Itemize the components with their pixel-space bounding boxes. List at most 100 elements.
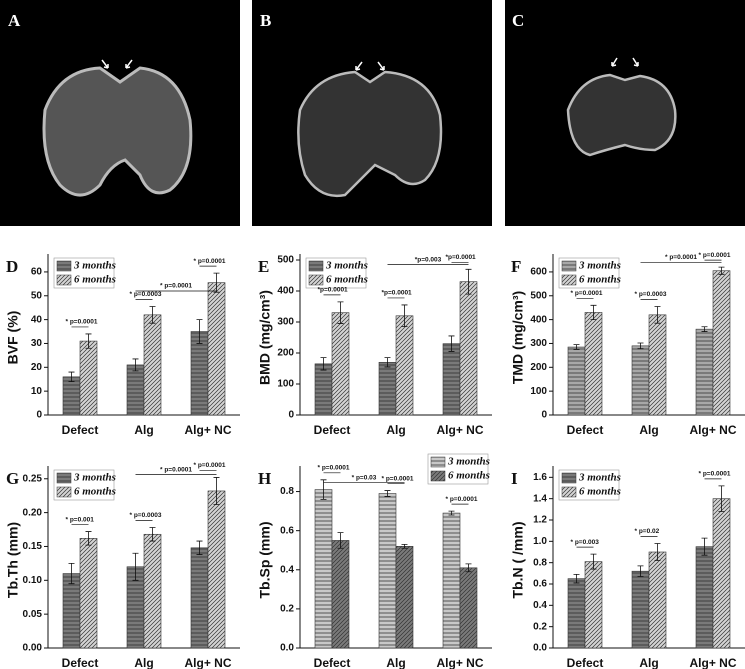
bar [459,567,478,649]
bar [331,540,350,649]
bar [695,328,714,416]
error-bar [637,565,644,577]
significance-label: *p=0.003 [415,256,442,263]
error-bar [573,574,580,584]
error-bar [149,306,156,324]
x-tick-label: Alg [134,423,153,437]
error-bar [718,266,725,275]
bar [695,546,714,649]
y-tick-label: 0.05 [23,609,43,620]
bar [567,346,586,416]
y-axis-label: BMD (mg/cm³) [257,290,273,385]
y-tick-label: 0.0 [280,643,294,654]
bar [331,312,350,416]
error-bar [85,333,92,349]
error-bar [320,479,327,500]
bar [648,314,667,416]
legend-label: 6 months [579,274,621,286]
y-tick-label: 600 [530,267,547,278]
significance-label: * p=0.0001 [160,466,192,473]
y-tick-label: 40 [31,314,43,325]
bar [459,281,478,416]
significance-label: * p=0.0001 [66,319,98,326]
y-tick-label: 500 [277,255,294,266]
significance-label: * p=0.02 [635,528,660,535]
y-tick-label: 30 [31,338,43,349]
significance-label: * p=0.003 [571,539,600,546]
chart-I: I Tb.N ( /mm) 0.0 0.2 0.4 0.6 0.8 1.0 1.2 1.4 1.6 D… [510,466,745,669]
legend-label: 6 months [74,486,116,498]
error-bar [213,477,220,505]
y-tick-label: 500 [530,290,547,301]
significance-label: * p=0.03 [352,474,377,481]
error-bar [68,371,75,383]
significance-label: * p=0.0001 [382,475,414,482]
significance-label: * p=0.0001 [318,465,350,472]
bar [584,312,603,416]
significance-label: * p=0.0001 [194,258,226,265]
x-tick-label: Alg [639,423,658,437]
bar [648,551,667,649]
significance-label: * p=0.0001 [665,254,697,261]
y-tick-label: 0.8 [533,557,547,568]
bone-section [566,73,677,157]
y-tick-label: 50 [31,290,43,301]
y-tick-label: 0 [288,410,294,421]
bar [79,340,98,416]
chart-E: E BMD (mg/cm³) 0 100 200 300 400 500 Defect Alg Al… [257,254,492,437]
error-bar [465,563,472,573]
x-tick-label: Defect [567,656,604,669]
y-axis-label: TMD (mg/cm³) [510,291,526,384]
y-tick-label: 0.2 [280,604,294,615]
error-bar [654,306,661,324]
y-tick-label: 0.20 [23,507,43,518]
x-tick-label: Defect [62,656,99,669]
significance-label: *p=0.0001 [382,290,413,297]
error-bar [337,301,344,324]
error-bar [637,342,644,350]
y-tick-label: 300 [277,317,294,328]
error-bar [401,304,408,328]
error-bar [149,527,156,542]
bar [712,498,731,649]
error-bar [701,326,708,332]
error-bar [85,531,92,546]
y-tick-label: 60 [31,267,43,278]
x-tick-label: Defect [62,423,99,437]
x-tick-label: Alg [386,656,405,669]
error-bar [654,543,661,561]
x-tick-label: Alg [386,423,405,437]
image-label: C [512,11,524,30]
bar [631,345,650,416]
significance-label: * p=0.0001 [571,290,603,297]
bar [442,512,461,649]
image-label: A [8,11,21,30]
arrows [101,59,133,69]
x-tick-label: Defect [314,656,351,669]
bar [143,314,162,416]
y-tick-label: 1.4 [533,493,547,504]
y-tick-label: 20 [31,362,43,373]
panel-label: F [511,257,521,276]
y-axis-label: Tb.Sp (mm) [257,522,273,599]
chart-G: G Tb.Th (mm) 0.00 0.05 0.10 0.15 0.20 0.25 Defec… [5,462,240,669]
image-panel: B [252,0,492,226]
x-tick-label: Alg+ NC [436,423,483,437]
error-bar [384,490,391,497]
x-tick-label: Alg+ NC [689,423,736,437]
y-tick-label: 0 [541,410,547,421]
x-tick-label: Alg [639,656,658,669]
bar [143,533,162,649]
legend-swatch [561,472,577,484]
y-tick-label: 1.0 [533,536,547,547]
bar [712,270,731,416]
error-bar [465,268,472,295]
significance-label: *p=0.0001 [446,254,477,261]
bar [62,376,81,416]
legend-swatch [308,260,324,272]
y-tick-label: 400 [277,286,294,297]
error-bar [718,485,725,512]
error-bar [701,537,708,556]
error-bar [68,562,75,585]
y-tick-label: 0.00 [23,643,43,654]
